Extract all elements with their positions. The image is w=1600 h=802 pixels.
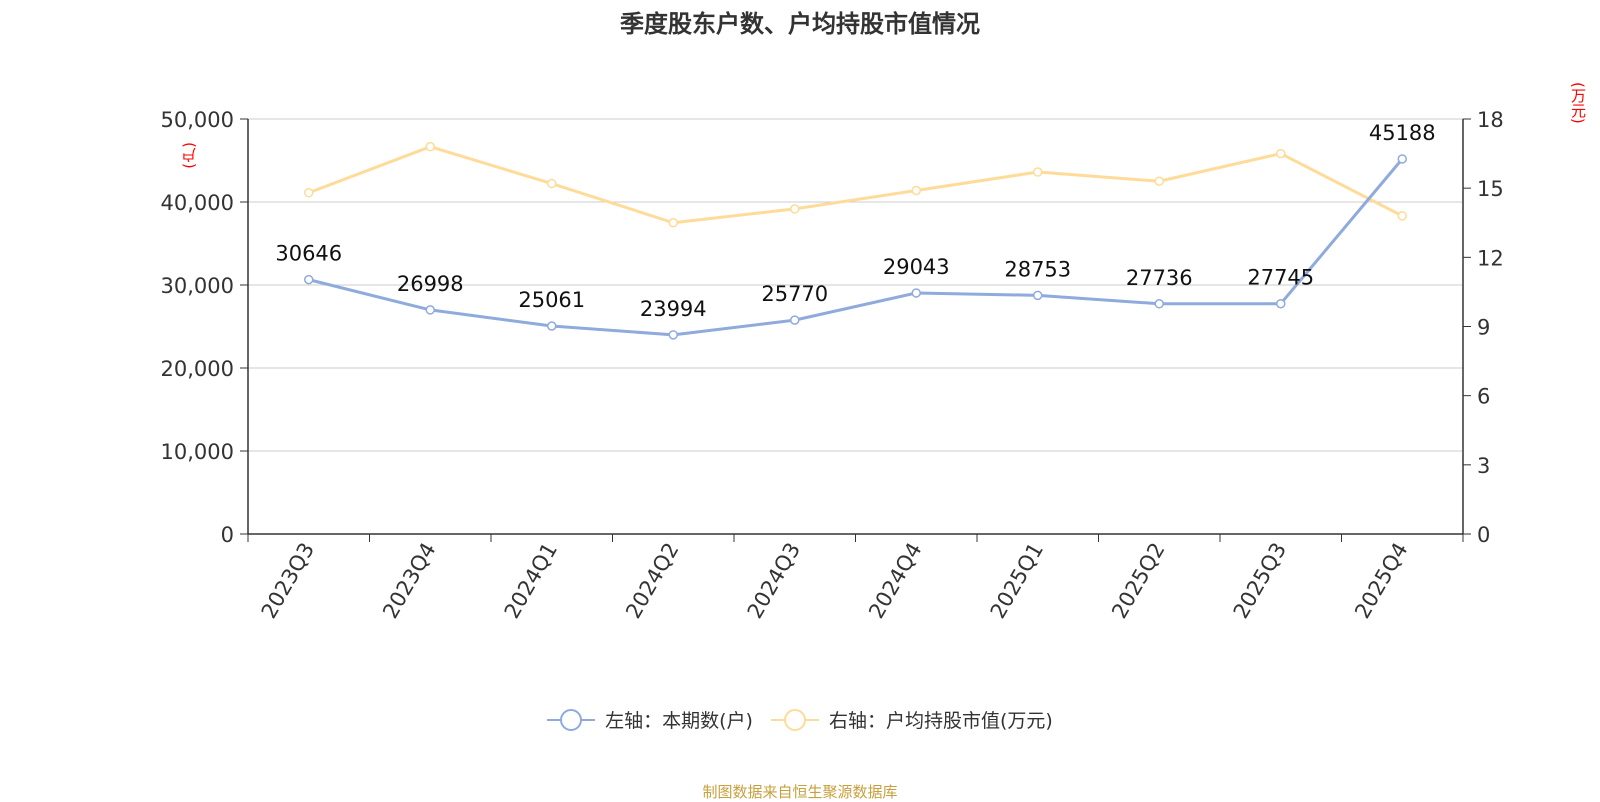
x-axis-tick-label: 2024Q2 xyxy=(621,539,683,623)
data-point-holders xyxy=(304,274,314,285)
x-axis-tick-label: 2025Q3 xyxy=(1229,539,1291,623)
x-axis-tick-label: 2024Q3 xyxy=(743,539,805,623)
left-axis-tick-label: 20,000 xyxy=(161,357,234,381)
data-point-holders xyxy=(1154,299,1164,309)
data-point-holders xyxy=(1397,154,1407,164)
data-point-holders xyxy=(425,305,435,315)
data-label-holders: 26998 xyxy=(397,272,464,296)
chart-legend: 左轴：本期数(户) 右轴：户均持股市值(万元) xyxy=(0,706,1600,737)
left-axis-tick-label: 30,000 xyxy=(161,274,234,298)
legend-circle-line-icon xyxy=(771,708,820,732)
data-point-avg-value xyxy=(304,188,314,198)
data-point-avg-value xyxy=(790,204,800,214)
data-point-avg-value xyxy=(1397,211,1407,221)
data-point-avg-value xyxy=(1154,176,1164,186)
right-axis-tick-label: 12 xyxy=(1477,246,1504,270)
data-source-note: 制图数据来自恒生聚源数据库 xyxy=(702,783,898,801)
legend-item-avg-value[interactable]: 右轴：户均持股市值(万元) xyxy=(771,706,1053,733)
data-point-holders xyxy=(1276,298,1286,309)
data-label-holders: 27745 xyxy=(1247,266,1314,290)
data-label-holders: 27736 xyxy=(1126,266,1193,290)
x-axis-tick-label: 2024Q4 xyxy=(864,539,926,623)
x-axis-tick-label: 2024Q1 xyxy=(500,539,562,623)
left-axis-tick-label: 50,000 xyxy=(161,108,234,132)
legend-label-holders: 左轴：本期数(户) xyxy=(605,710,753,732)
x-axis-tick-label: 2023Q4 xyxy=(378,539,440,623)
data-label-holders: 28753 xyxy=(1004,257,1071,281)
line-chart: 0 10,000 20,000 30,000 40,000 50,000 0 3 6 9 12 15 1… xyxy=(161,108,1504,623)
legend-item-holders[interactable]: 左轴：本期数(户) xyxy=(547,706,753,733)
data-label-holders: 25770 xyxy=(761,282,828,306)
data-point-holders xyxy=(790,315,800,325)
left-axis-tick-label: 0 xyxy=(221,523,234,547)
right-axis-unit-label: (万元) xyxy=(1569,82,1587,124)
x-axis-tick-label: 2023Q3 xyxy=(257,539,319,623)
data-point-avg-value xyxy=(911,185,921,196)
data-point-holders xyxy=(668,330,678,340)
legend-circle-line-icon xyxy=(547,708,596,732)
data-point-avg-value xyxy=(547,178,557,189)
left-axis-tick-label: 10,000 xyxy=(161,440,234,464)
x-axis-tick-label: 2025Q4 xyxy=(1350,539,1412,623)
data-point-avg-value xyxy=(1276,148,1286,159)
left-axis-tick-label: 40,000 xyxy=(161,191,234,215)
right-axis-tick-label: 18 xyxy=(1477,108,1504,132)
data-label-holders: 30646 xyxy=(275,242,342,266)
data-label-holders: 45188 xyxy=(1369,121,1436,145)
legend-label-avg-value: 右轴：户均持股市值(万元) xyxy=(829,710,1053,732)
x-axis-tick-label: 2025Q1 xyxy=(986,539,1048,623)
data-label-holders: 23994 xyxy=(640,297,707,321)
right-axis-tick-label: 6 xyxy=(1477,385,1490,409)
data-point-avg-value xyxy=(1033,167,1043,177)
data-label-holders: 25061 xyxy=(518,288,585,312)
data-point-holders xyxy=(911,288,921,298)
data-point-holders xyxy=(547,321,557,331)
data-label-holders: 29043 xyxy=(883,255,950,279)
right-axis-tick-label: 3 xyxy=(1477,454,1490,478)
series-line-avg-value xyxy=(308,145,1403,225)
chart-title: 季度股东户数、户均持股市值情况 xyxy=(620,10,980,38)
data-point-avg-value xyxy=(425,141,435,152)
data-point-avg-value xyxy=(668,218,678,228)
right-axis-tick-label: 15 xyxy=(1477,177,1504,201)
data-point-holders xyxy=(1033,290,1043,301)
series-line-holders xyxy=(308,157,1404,337)
right-axis-tick-label: 9 xyxy=(1477,316,1490,340)
x-axis-tick-label: 2025Q2 xyxy=(1107,539,1169,623)
right-axis-tick-label: 0 xyxy=(1477,523,1490,547)
